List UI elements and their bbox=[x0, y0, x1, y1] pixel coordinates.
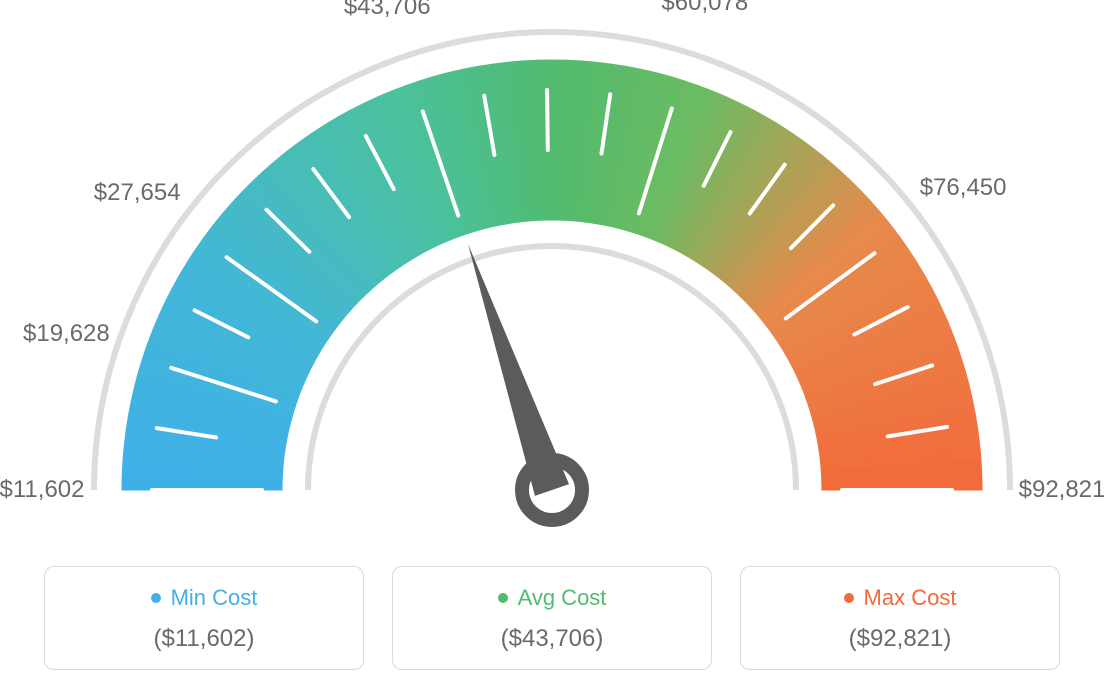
legend-card-max: Max Cost ($92,821) bbox=[740, 566, 1060, 670]
legend-value-avg: ($43,706) bbox=[403, 625, 701, 653]
legend-title-max-text: Max Cost bbox=[864, 585, 957, 611]
gauge-tick-label: $60,078 bbox=[661, 0, 748, 17]
legend-dot-avg bbox=[498, 593, 508, 603]
legend-title-min: Min Cost bbox=[55, 585, 353, 611]
legend-dot-max bbox=[844, 593, 854, 603]
gauge-tick-label: $11,602 bbox=[0, 476, 84, 504]
legend-title-max: Max Cost bbox=[751, 585, 1049, 611]
legend-title-min-text: Min Cost bbox=[171, 585, 258, 611]
gauge-tick-label: $19,628 bbox=[23, 320, 110, 348]
legend-card-min: Min Cost ($11,602) bbox=[44, 566, 364, 670]
legend-row: Min Cost ($11,602) Avg Cost ($43,706) Ma… bbox=[0, 566, 1104, 670]
legend-dot-min bbox=[151, 593, 161, 603]
gauge-tick-label: $76,450 bbox=[920, 174, 1007, 202]
gauge-svg bbox=[0, 0, 1104, 540]
legend-title-avg: Avg Cost bbox=[403, 585, 701, 611]
legend-card-avg: Avg Cost ($43,706) bbox=[392, 566, 712, 670]
gauge-tick-label: $43,706 bbox=[344, 0, 431, 21]
gauge-tick-label: $92,821 bbox=[1019, 476, 1104, 504]
gauge-chart: $11,602 $19,628 $27,654 $43,706 $60,078 $76,4… bbox=[0, 0, 1104, 540]
legend-value-min: ($11,602) bbox=[55, 625, 353, 653]
legend-value-max: ($92,821) bbox=[751, 625, 1049, 653]
legend-title-avg-text: Avg Cost bbox=[518, 585, 607, 611]
gauge-minor-tick bbox=[547, 90, 548, 150]
gauge-tick-label: $27,654 bbox=[94, 179, 181, 207]
